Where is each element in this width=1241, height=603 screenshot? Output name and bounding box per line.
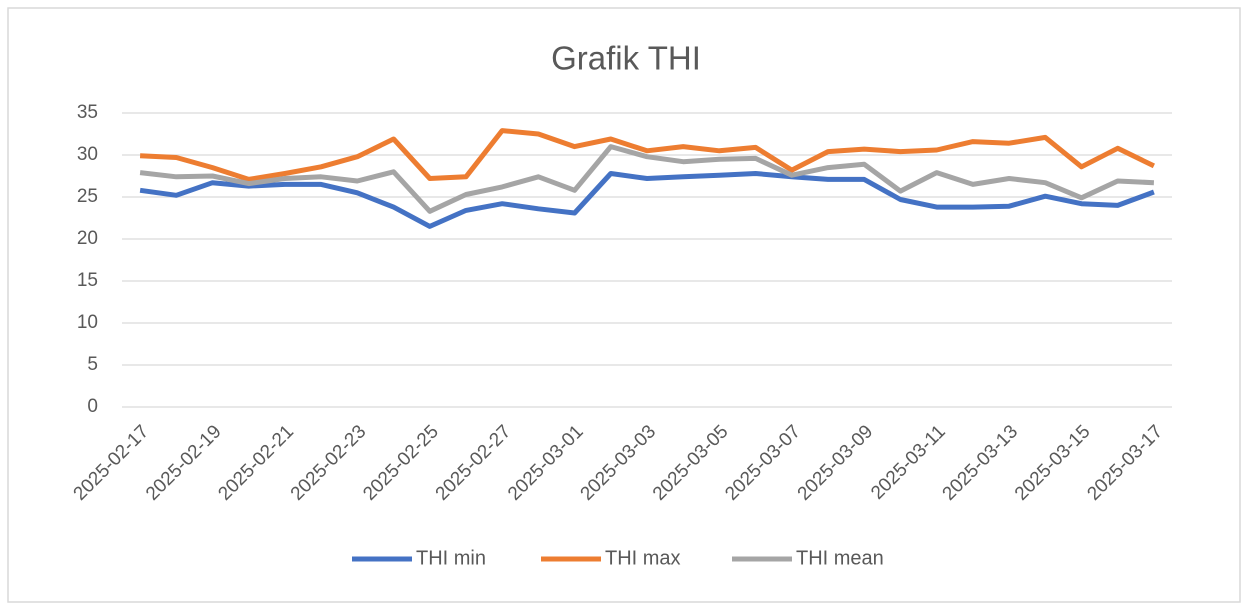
data-line [139,128,1155,182]
y-tick-label: 35 [77,102,98,123]
legend-label: THI max [605,547,681,569]
data-line [139,144,1155,214]
y-tick-label: 5 [87,354,98,375]
y-tick-label: 0 [87,396,98,417]
chart-title: Grafik THI [551,40,701,77]
data-line [139,171,1155,229]
y-tick-label: 15 [77,270,98,291]
y-tick-label: 20 [77,228,98,249]
chart-border [7,7,1241,603]
legend-label: THI min [416,547,486,569]
legend-label: THI mean [796,547,884,569]
y-tick-label: 25 [77,186,98,207]
y-tick-label: 30 [77,144,98,165]
y-tick-label: 10 [77,312,98,333]
